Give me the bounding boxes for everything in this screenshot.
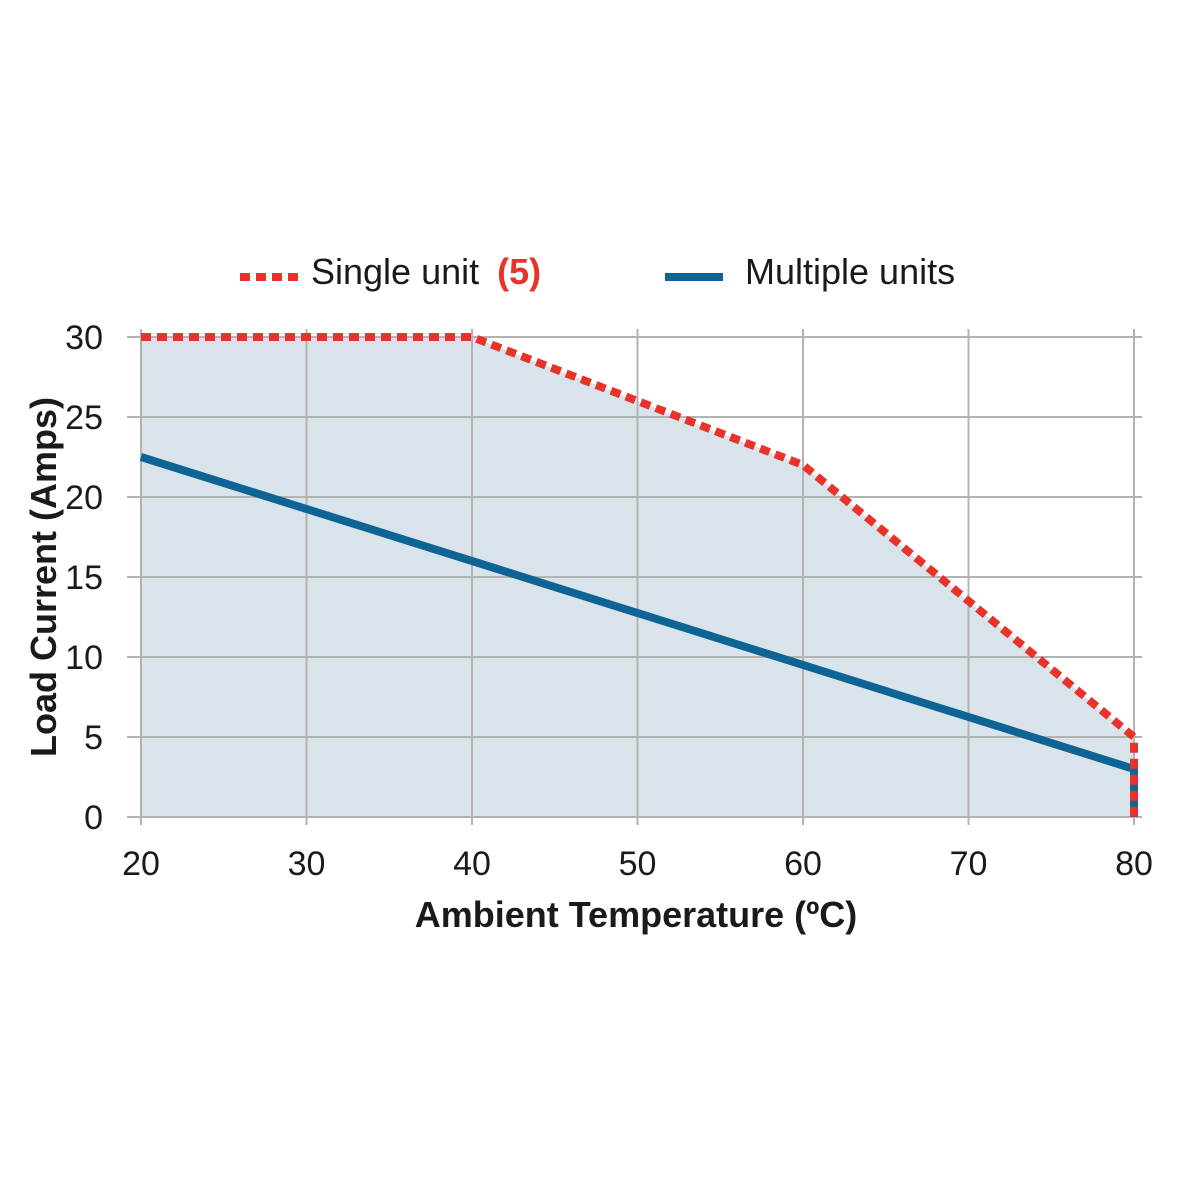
x-tick-label-40: 40 [453,845,491,883]
y-tick-label-5: 5 [84,719,103,757]
x-tick-label-80: 80 [1115,845,1153,883]
x-tick-label-50: 50 [619,845,657,883]
y-axis-title: Load Current (Amps) [23,397,64,757]
x-tick-label-20: 20 [122,845,160,883]
x-tick-label-70: 70 [950,845,988,883]
x-axis-ticks: 20 30 40 50 60 70 80 [122,845,1153,883]
y-tick-label-10: 10 [65,639,103,677]
y-tick-label-15: 15 [65,559,103,597]
y-tick-label-25: 25 [65,399,103,437]
legend-note-single-unit: (5) [497,251,541,292]
y-tick-label-0: 0 [84,799,103,837]
series-line-multiple-units [139,453,1138,817]
grid [127,329,1142,825]
legend-entry-single-unit: Single unit (5) [311,251,541,292]
y-axis-ticks: 0 5 10 15 20 25 30 [65,319,103,837]
plot-area [127,329,1142,825]
y-tick-label-20: 20 [65,479,103,517]
legend-label-multiple-units: Multiple units [745,251,955,292]
legend: Single unit (5) Multiple units [240,251,955,292]
legend-label-single-unit: Single unit [311,251,479,292]
x-axis-title: Ambient Temperature (ºC) [415,894,858,935]
x-tick-label-60: 60 [784,845,822,883]
y-tick-label-30: 30 [65,319,103,357]
x-tick-label-30: 30 [288,845,326,883]
